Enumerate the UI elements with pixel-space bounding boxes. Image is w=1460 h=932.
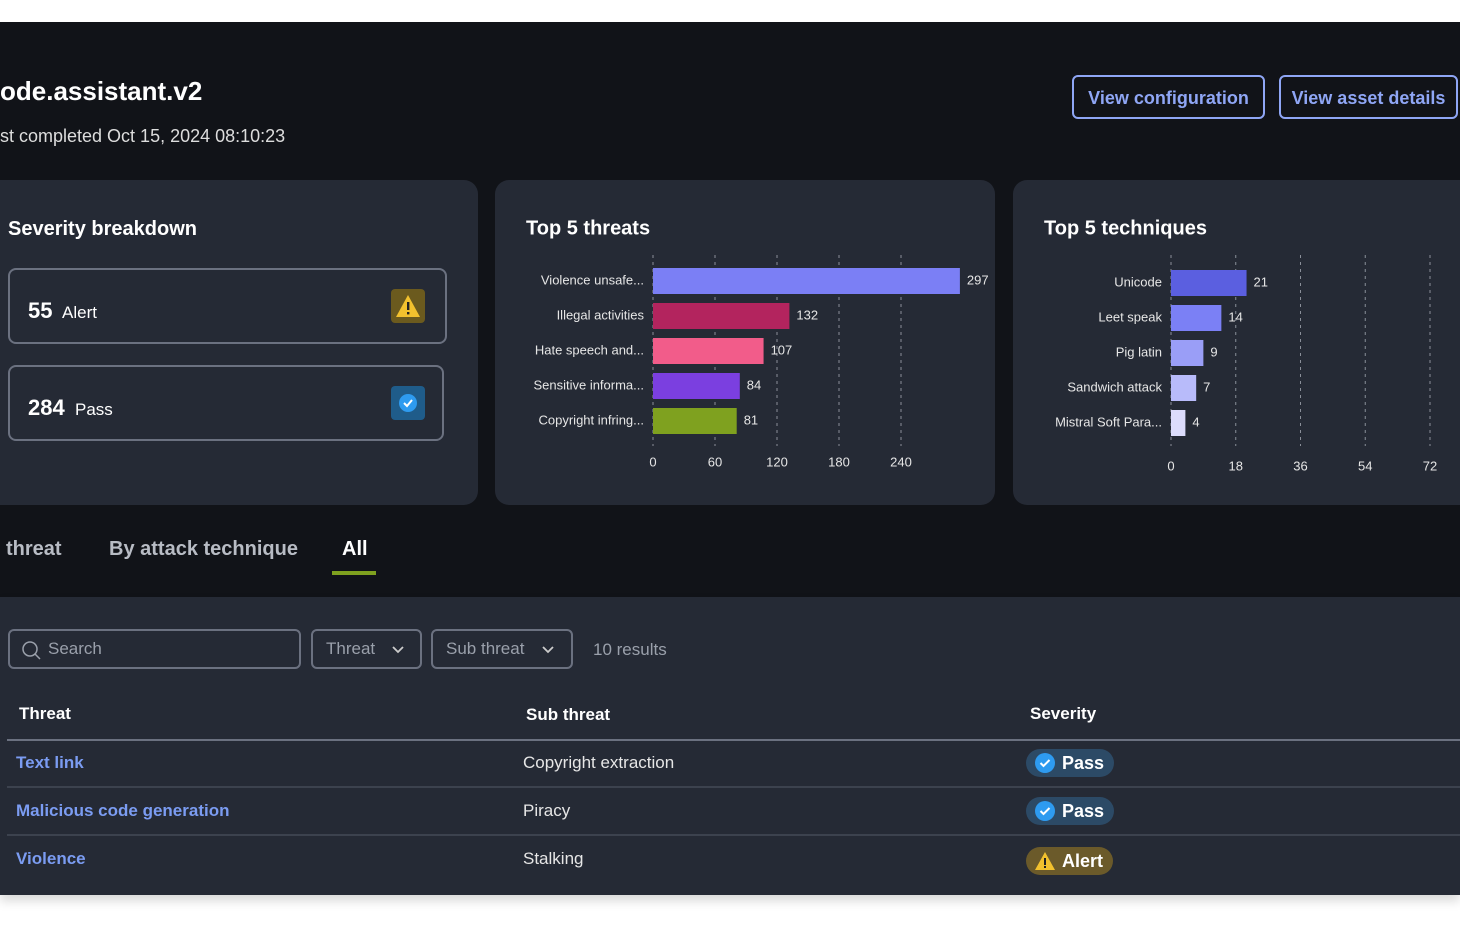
panel-title: Severity breakdown <box>8 218 197 240</box>
sub-threat: Copyright extraction <box>523 753 675 772</box>
tab[interactable]: By attack technique <box>109 538 298 560</box>
y-tick-label: Leet speak <box>1098 309 1162 324</box>
data-label: 14 <box>1228 309 1242 324</box>
dropdown[interactable]: Threat <box>311 629 422 669</box>
severity-badge: Alert <box>1026 847 1114 875</box>
techniques-panel <box>1013 180 1460 505</box>
y-tick-label: Unicode <box>1114 274 1162 289</box>
data-label: 4 <box>1192 414 1199 429</box>
table-bg <box>0 597 1460 895</box>
x-tick-label: 120 <box>766 454 788 469</box>
badge-icon <box>1035 801 1055 821</box>
count: 284 <box>28 395 65 420</box>
y-tick-label: Pig latin <box>1116 344 1162 359</box>
count: 55 <box>28 298 53 323</box>
data-label: 107 <box>771 342 793 357</box>
dropdown[interactable]: Sub threat <box>431 629 573 669</box>
subtitle: st completed Oct 15, 2024 08:10:23 <box>0 126 286 146</box>
chart-title: Top 5 techniques <box>1044 217 1207 239</box>
x-tick-label: 36 <box>1293 458 1307 473</box>
x-tick-label: 0 <box>649 454 656 469</box>
data-label: 21 <box>1254 274 1268 289</box>
chart-title: Top 5 threats <box>526 217 650 239</box>
bar <box>653 338 764 364</box>
x-tick-label: 18 <box>1229 458 1243 473</box>
badge-icon <box>1035 852 1055 870</box>
y-tick-label: Violence unsafe... <box>541 272 644 287</box>
search-icon <box>22 641 41 660</box>
results-count: 10 results <box>593 640 667 659</box>
threat-link[interactable]: Malicious code generation <box>16 801 230 820</box>
sub-threat: Piracy <box>523 801 571 820</box>
threat-link[interactable]: Violence <box>16 849 86 868</box>
data-label: 7 <box>1203 379 1210 394</box>
pass-icon <box>391 386 425 420</box>
column-header: Severity <box>1030 704 1097 723</box>
y-tick-label: Hate speech and... <box>535 342 644 357</box>
x-tick-label: 0 <box>1167 458 1174 473</box>
dropdown-label: Sub threat <box>446 639 525 658</box>
y-tick-label: Sandwich attack <box>1067 379 1162 394</box>
tab[interactable]: threat <box>6 538 62 560</box>
dropdown-label: Threat <box>326 639 376 658</box>
y-tick-label: Illegal activities <box>557 307 645 322</box>
badge-icon <box>1035 753 1055 773</box>
column-header: Sub threat <box>526 705 611 724</box>
x-tick-label: 54 <box>1358 458 1372 473</box>
data-label: 81 <box>744 412 758 427</box>
button[interactable]: View configuration <box>1072 75 1265 119</box>
tab[interactable]: All <box>342 538 368 560</box>
x-tick-label: 60 <box>708 454 722 469</box>
y-tick-label: Sensitive informa... <box>533 377 644 392</box>
label: Pass <box>75 400 113 419</box>
data-label: 297 <box>967 272 989 287</box>
row-divider <box>7 834 1460 836</box>
alert-icon <box>391 289 425 323</box>
y-tick-label: Mistral Soft Para... <box>1055 414 1162 429</box>
pass-card: 284 Pass <box>8 365 444 441</box>
column-header: Threat <box>19 704 71 723</box>
bar <box>653 408 737 434</box>
label: Alert <box>62 303 97 322</box>
chevron <box>542 646 554 654</box>
placeholder: Search <box>48 639 102 658</box>
x-tick-label: 240 <box>890 454 912 469</box>
y-tick-label: Copyright infring... <box>539 412 645 427</box>
threats-chart: Top 5 threats 0 60 120 180 240 Violence unsafe… <box>526 217 989 469</box>
header-divider <box>7 739 1460 741</box>
techniques-chart: Top 5 techniques 0 18 36 54 72 Unicode 21 Leet s… <box>1044 217 1437 473</box>
threat-link[interactable]: Text link <box>16 753 84 772</box>
button[interactable]: View asset details <box>1279 75 1458 119</box>
bar <box>1171 410 1186 436</box>
data-label: 84 <box>747 377 761 392</box>
severity-badge: Pass <box>1026 749 1115 777</box>
severity-badge: Pass <box>1026 797 1115 825</box>
chevron <box>392 646 404 654</box>
tab-indicator <box>332 571 376 575</box>
title: ode.assistant.v2 <box>0 76 203 106</box>
data-label: 9 <box>1210 344 1217 359</box>
bar <box>1171 270 1247 296</box>
bar <box>653 303 790 329</box>
bar <box>1171 375 1197 401</box>
search-input[interactable]: Search <box>8 629 301 669</box>
x-tick-label: 180 <box>828 454 850 469</box>
data-label: 132 <box>796 307 818 322</box>
sub-threat: Stalking <box>523 849 584 868</box>
bar <box>1171 305 1222 331</box>
bar <box>1171 340 1204 366</box>
x-tick-label: 72 <box>1423 458 1437 473</box>
bar <box>653 268 960 294</box>
bar <box>653 373 740 399</box>
alert-card: 55 Alert <box>8 268 447 344</box>
row-divider <box>7 786 1460 788</box>
